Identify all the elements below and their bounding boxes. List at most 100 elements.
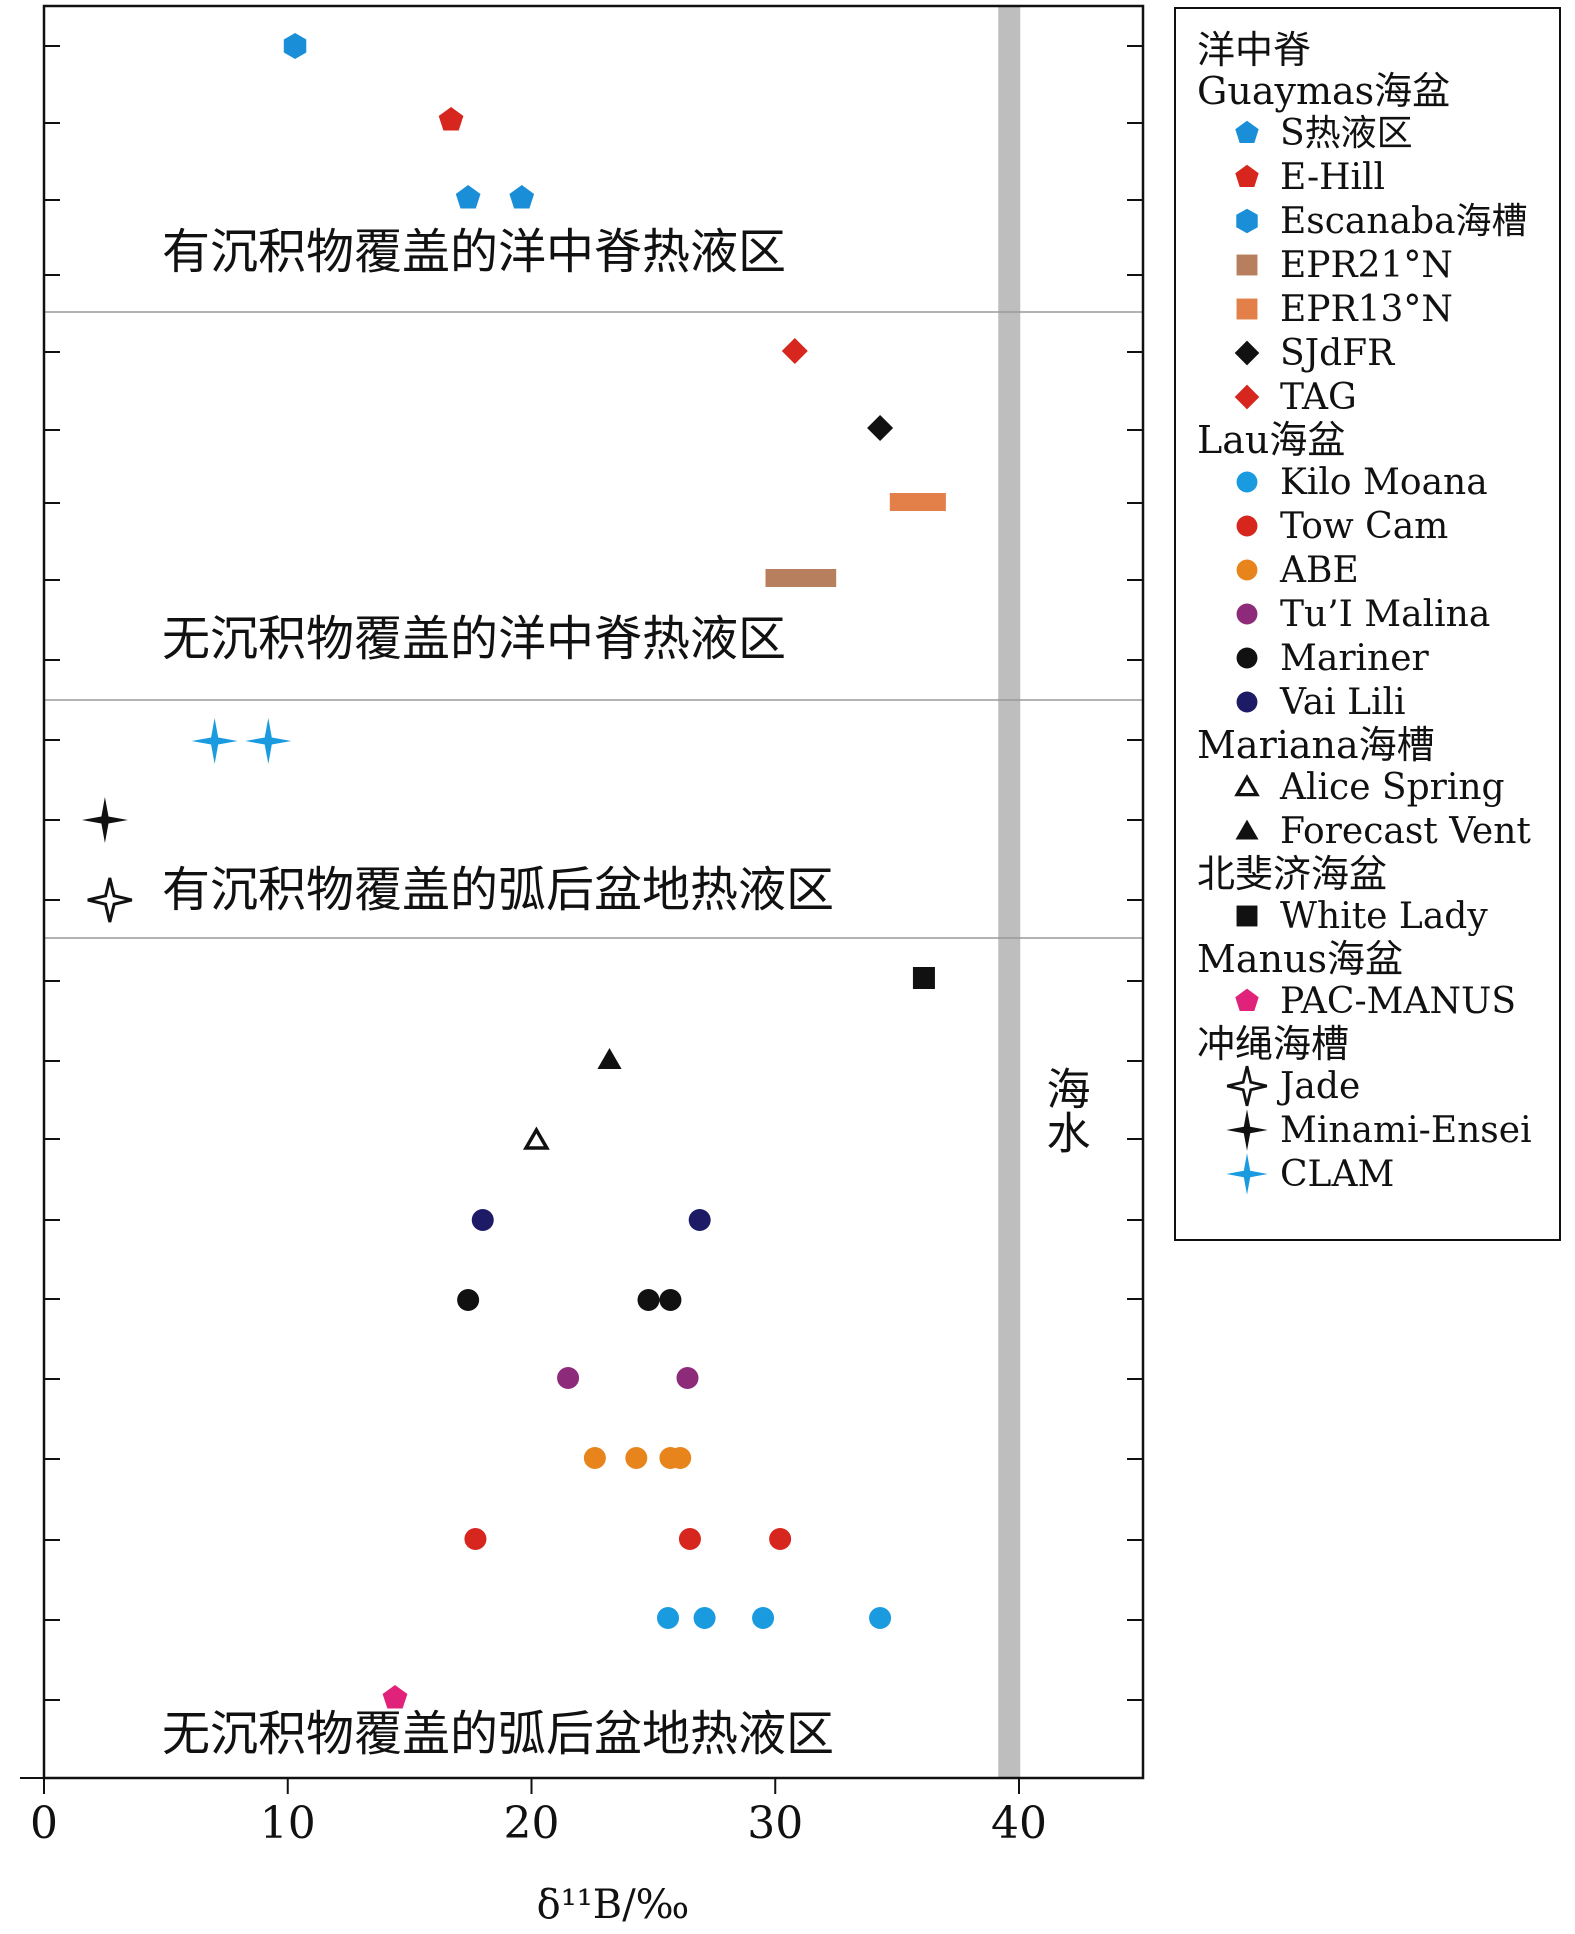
legend-item-label: White Lady (1280, 896, 1488, 937)
data-point (869, 1607, 892, 1629)
plot-frame (42, 4, 1145, 1780)
data-point (867, 415, 894, 441)
x-tick-label: 20 (504, 1798, 560, 1849)
zone-layer: 有沉积物覆盖的洋中脊热液区无沉积物覆盖的洋中脊热液区有沉积物覆盖的弧后盆地热液区… (44, 224, 1143, 1762)
legend-item-label: CLAM (1280, 1154, 1394, 1195)
legend-item-label: Vai Lili (1279, 682, 1406, 723)
data-point (769, 1528, 792, 1550)
marks-layer (81, 33, 946, 1709)
legend-item-label: Tow Cam (1280, 506, 1448, 547)
data-point (752, 1607, 775, 1629)
legend-marker-icon (1234, 774, 1260, 797)
legend-marker-icon (1234, 384, 1260, 410)
legend-marker-icon (1226, 1153, 1268, 1195)
data-point (464, 1528, 487, 1550)
legend-item-label: SJdFR (1280, 333, 1395, 374)
zone-label: 无沉积物覆盖的洋中脊热液区 (162, 611, 786, 667)
legend-item-label: EPR21°N (1280, 245, 1453, 286)
legend-item-label: ABE (1279, 550, 1359, 591)
legend-item-label: Alice Spring (1279, 767, 1505, 808)
legend-marker-icon (1236, 905, 1258, 927)
legend-marker-icon (1226, 1065, 1268, 1107)
legend-marker-icon (1236, 254, 1258, 276)
legend-group-title: 冲绳海槽 (1197, 1022, 1349, 1066)
x-axis-label: δ¹¹B/‰ (537, 1882, 690, 1928)
legend-marker-icon (1236, 603, 1258, 625)
legend-item-label: Kilo Moana (1280, 462, 1488, 503)
data-point (382, 1685, 408, 1709)
legend-item-label: EPR13°N (1280, 289, 1453, 330)
legend-item-label: Jade (1276, 1066, 1360, 1107)
legend-item-label: S热液区 (1280, 113, 1413, 154)
seawater-band (998, 6, 1021, 1778)
legend-group-title: 北斐济海盆 (1197, 852, 1387, 896)
data-point (455, 185, 481, 209)
legend-item-label: E-Hill (1280, 157, 1385, 198)
legend-marker-icon (1235, 819, 1259, 840)
data-point (87, 877, 133, 923)
legend-item-label: Mariner (1280, 638, 1430, 679)
x-tick-label: 10 (260, 1798, 316, 1849)
data-point (625, 1447, 648, 1469)
data-point (659, 1289, 682, 1311)
data-point (191, 718, 238, 764)
zone-label: 有沉积物覆盖的弧后盆地热液区 (162, 862, 834, 918)
legend-marker-icon (1235, 164, 1259, 187)
background-layer (998, 6, 1021, 1778)
legend-item-label: Escanaba海槽 (1280, 201, 1528, 242)
legend-marker-icon (1235, 120, 1259, 143)
legend-group-title: Manus海盆 (1197, 937, 1403, 981)
legend-marker-icon (1236, 208, 1258, 234)
legend-marker-icon (1236, 298, 1258, 320)
legend-group-title: 洋中脊 (1197, 28, 1311, 72)
data-point (669, 1447, 692, 1469)
data-point (657, 1607, 679, 1629)
data-point (557, 1367, 580, 1389)
seawater-label: 海水 (1039, 1066, 1090, 1154)
data-point (676, 1367, 699, 1389)
legend-item-label: Tu’I Malina (1280, 594, 1490, 635)
legend-marker-icon (1236, 515, 1258, 537)
data-point (438, 107, 464, 131)
x-tick-label: 0 (30, 1798, 58, 1849)
data-point (688, 1209, 711, 1231)
legend-layer: 洋中脊Guaymas海盆S热液区E-HillEscanaba海槽EPR21°NE… (1174, 7, 1561, 1241)
x-tick-label: 30 (747, 1798, 803, 1849)
legend-item-label: TAG (1280, 377, 1357, 418)
legend-marker-icon (1226, 1109, 1268, 1151)
data-point (522, 1126, 550, 1150)
data-point (693, 1607, 716, 1629)
data-point (678, 1528, 701, 1550)
data-point (912, 967, 935, 989)
data-point (81, 797, 128, 843)
data-point (781, 338, 808, 364)
legend-marker-icon (1236, 471, 1258, 493)
legend-marker-icon (1236, 691, 1258, 713)
legend-marker-icon (1235, 988, 1259, 1011)
legend-group-title: Mariana海槽 (1197, 723, 1435, 767)
legend-group-title: Lau海盆 (1197, 418, 1345, 462)
data-range-bar (889, 493, 946, 511)
data-point (283, 33, 307, 59)
x-tick-label: 40 (991, 1798, 1047, 1849)
data-point (457, 1289, 480, 1311)
legend-group-title: Guaymas海盆 (1197, 69, 1450, 113)
legend-marker-icon (1234, 340, 1260, 366)
data-point (245, 718, 292, 764)
data-point (583, 1447, 606, 1469)
data-range-bar (765, 569, 837, 587)
data-point (509, 185, 535, 209)
legend-item-label: Forecast Vent (1280, 811, 1531, 852)
data-point (637, 1289, 660, 1311)
legend-marker-icon (1236, 559, 1258, 581)
zone-label: 无沉积物覆盖的弧后盆地热液区 (162, 1706, 834, 1762)
data-point (597, 1048, 622, 1069)
zone-label: 有沉积物覆盖的洋中脊热液区 (162, 224, 786, 280)
legend-marker-icon (1236, 647, 1258, 669)
legend-item-label: Minami-Ensei (1280, 1110, 1532, 1151)
data-point (471, 1209, 494, 1231)
legend-item-label: PAC-MANUS (1280, 981, 1516, 1022)
axis-layer: 0 10 20 30 40 (20, 4, 1145, 1849)
